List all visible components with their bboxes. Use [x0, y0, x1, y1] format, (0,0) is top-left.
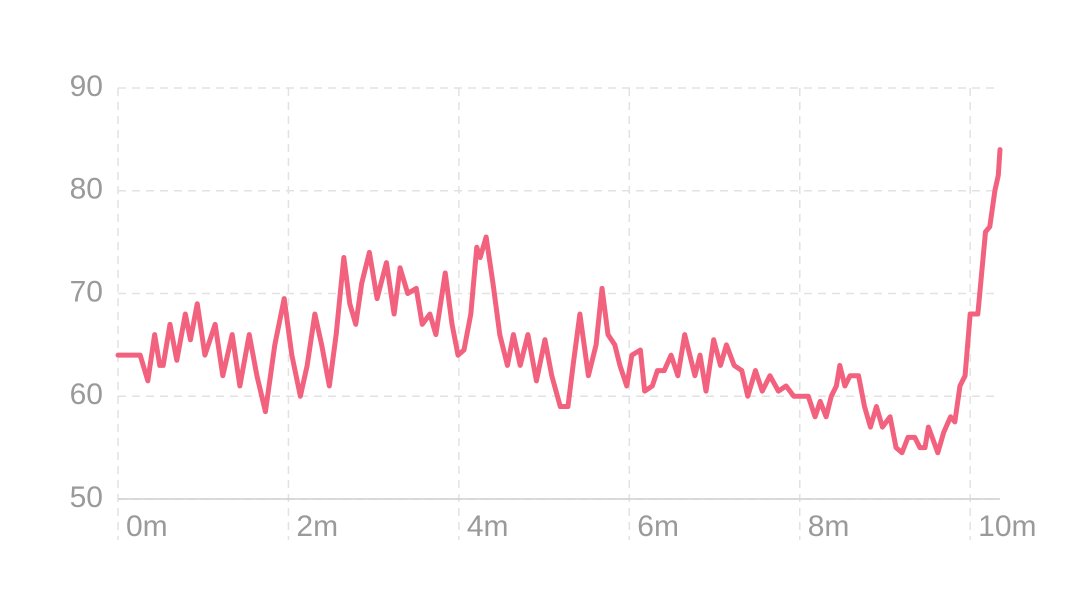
x-tick-label: 0m — [126, 510, 168, 543]
y-tick-label: 50 — [70, 481, 103, 514]
y-tick-label: 70 — [70, 275, 103, 308]
y-tick-label: 90 — [70, 70, 103, 103]
x-tick-label: 8m — [808, 510, 850, 543]
x-tick-label: 2m — [296, 510, 338, 543]
y-tick-label: 60 — [70, 378, 103, 411]
x-tick-label: 4m — [467, 510, 509, 543]
x-tick-label: 6m — [637, 510, 679, 543]
x-tick-label: 10m — [978, 510, 1036, 543]
y-tick-label: 80 — [70, 173, 103, 206]
series-line — [115, 147, 1003, 456]
